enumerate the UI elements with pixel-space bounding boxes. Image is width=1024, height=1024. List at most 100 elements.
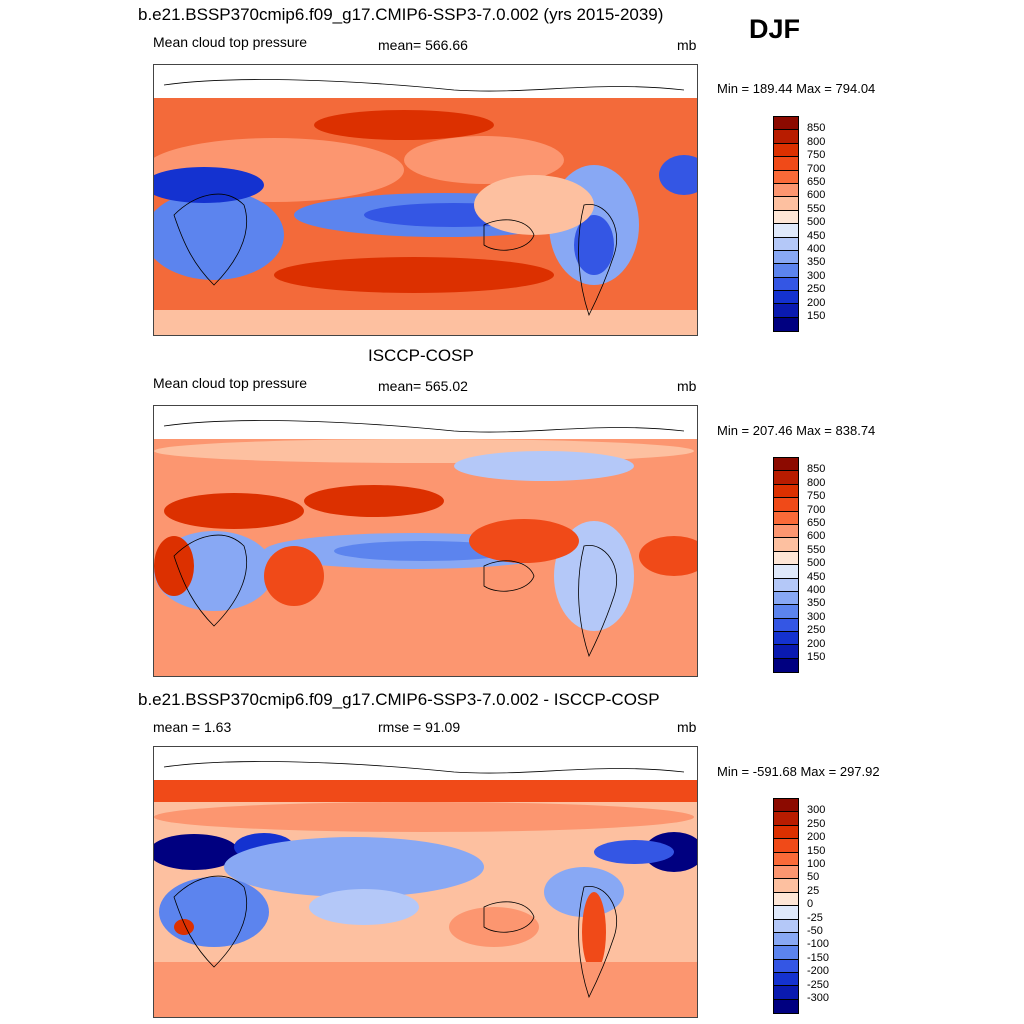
colorbar-swatch [774, 892, 798, 907]
colorbar-tick-label: 600 [807, 189, 826, 202]
colorbar-tick-label: 200 [807, 296, 826, 309]
colorbar-tick-label: 25 [807, 884, 820, 897]
colorbar-tick-label: -250 [807, 978, 830, 991]
colorbar-tick-label: 800 [807, 476, 826, 489]
colorbar-swatch [774, 250, 798, 265]
panel-1-title: b.e21.BSSP370cmip6.f09_g17.CMIP6-SSP3-7.… [138, 5, 664, 24]
colorbar-tick-label: 750 [807, 149, 826, 162]
colorbar-tick-label: 700 [807, 503, 826, 516]
colorbar-swatch [774, 471, 798, 485]
colorbar-swatch [774, 645, 798, 659]
colorbar-swatch [774, 865, 798, 880]
colorbar-tick-label: 800 [807, 135, 826, 148]
colorbar-tick-label: 50 [807, 871, 820, 884]
colorbar-tick-label: 100 [807, 858, 826, 870]
colorbar-tick-label: -50 [807, 925, 823, 937]
panel-2-colorbar [773, 457, 799, 674]
colorbar-swatch [774, 852, 798, 866]
colorbar-swatch [774, 143, 798, 158]
colorbar-swatch [774, 277, 798, 292]
panel-2-map [153, 405, 698, 677]
panel-2-title: ISCCP-COSP [368, 346, 474, 365]
colorbar-swatch [774, 999, 798, 1014]
colorbar-swatch [774, 538, 798, 552]
panel-2-units-label: mb [677, 378, 697, 394]
colorbar-swatch [774, 170, 798, 184]
colorbar-tick-label: 350 [807, 597, 826, 610]
colorbar-swatch [774, 986, 798, 1000]
colorbar-swatch [774, 117, 798, 131]
colorbar-tick-label: 300 [807, 269, 826, 282]
colorbar-swatch [774, 825, 798, 840]
colorbar-tick-label: 150 [807, 310, 826, 322]
panel-3-colorbar [773, 798, 799, 1015]
colorbar-swatch [774, 224, 798, 238]
colorbar-swatch [774, 551, 798, 566]
colorbar-swatch [774, 605, 798, 619]
colorbar-swatch [774, 959, 798, 974]
colorbar-swatch [774, 632, 798, 646]
colorbar-tick-label: 250 [807, 283, 826, 296]
colorbar-tick-label: 550 [807, 202, 826, 215]
colorbar-tick-label: 300 [807, 610, 826, 623]
colorbar-swatch [774, 812, 798, 826]
colorbar-swatch [774, 565, 798, 579]
panel-1-map [153, 64, 698, 336]
colorbar-tick-label: 600 [807, 530, 826, 543]
colorbar-tick-label: 200 [807, 831, 826, 844]
colorbar-swatch [774, 973, 798, 987]
colorbar-swatch [774, 237, 798, 251]
colorbar-tick-label: 400 [807, 584, 826, 596]
colorbar-swatch [774, 578, 798, 592]
colorbar-tick-label: 450 [807, 570, 826, 583]
colorbar-tick-label: 550 [807, 543, 826, 556]
colorbar-tick-label: -200 [807, 965, 830, 978]
colorbar-swatch [774, 291, 798, 305]
colorbar-swatch [774, 618, 798, 633]
colorbar-tick-label: 850 [807, 463, 826, 476]
colorbar-swatch [774, 498, 798, 512]
panel-3-minmax: Min = -591.68 Max = 297.92 [717, 764, 880, 779]
colorbar-swatch [774, 304, 798, 318]
colorbar-swatch [774, 183, 798, 198]
colorbar-tick-label: 200 [807, 637, 826, 650]
colorbar-swatch [774, 919, 798, 933]
panel-1-minmax: Min = 189.44 Max = 794.04 [717, 81, 876, 96]
colorbar-swatch [774, 946, 798, 960]
colorbar-tick-label: 400 [807, 243, 826, 255]
colorbar-swatch [774, 839, 798, 853]
panel-3-map [153, 746, 698, 1018]
colorbar-tick-label: 250 [807, 817, 826, 830]
colorbar-swatch [774, 197, 798, 211]
colorbar-tick-label: -100 [807, 938, 830, 951]
panel-2-minmax: Min = 207.46 Max = 838.74 [717, 423, 876, 438]
colorbar-swatch [774, 484, 798, 499]
colorbar-tick-label: 350 [807, 256, 826, 269]
panel-2-mean-label: mean= 565.02 [378, 378, 468, 394]
colorbar-swatch [774, 264, 798, 278]
panel-1-colorbar [773, 116, 799, 333]
colorbar-swatch [774, 157, 798, 171]
colorbar-tick-label: 500 [807, 216, 826, 229]
colorbar-swatch [774, 932, 798, 947]
colorbar-tick-label: 700 [807, 162, 826, 175]
colorbar-tick-label: 500 [807, 557, 826, 570]
colorbar-tick-label: 650 [807, 517, 826, 529]
colorbar-tick-label: 450 [807, 229, 826, 242]
colorbar-swatch [774, 906, 798, 920]
panel-2-variable-label: Mean cloud top pressure [153, 375, 308, 391]
colorbar-tick-label: -25 [807, 911, 823, 924]
season-label: DJF [749, 14, 801, 44]
colorbar-swatch [774, 591, 798, 606]
colorbar-swatch [774, 458, 798, 472]
colorbar-tick-label: 300 [807, 804, 826, 817]
colorbar-swatch [774, 799, 798, 813]
colorbar-swatch [774, 658, 798, 673]
colorbar-swatch [774, 879, 798, 893]
colorbar-swatch [774, 210, 798, 225]
colorbar-tick-label: 150 [807, 651, 826, 663]
colorbar-swatch [774, 524, 798, 539]
colorbar-swatch [774, 130, 798, 144]
colorbar-tick-label: -150 [807, 951, 830, 964]
panel-3-title: b.e21.BSSP370cmip6.f09_g17.CMIP6-SSP3-7.… [138, 690, 660, 709]
